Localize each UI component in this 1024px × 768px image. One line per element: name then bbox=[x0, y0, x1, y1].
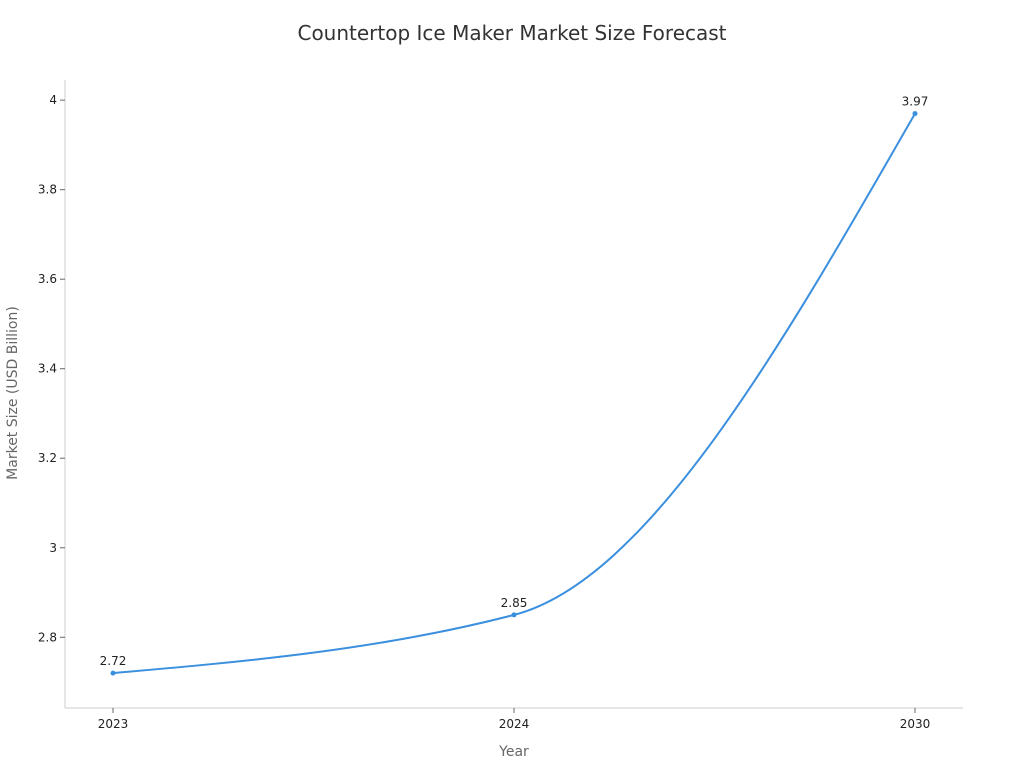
x-tick-label: 2030 bbox=[900, 717, 931, 731]
data-label: 2.85 bbox=[501, 596, 528, 610]
data-point bbox=[912, 111, 918, 117]
data-label: 3.97 bbox=[902, 95, 929, 109]
series-group bbox=[110, 111, 918, 676]
chart-title: Countertop Ice Maker Market Size Forecas… bbox=[297, 21, 726, 45]
y-tick-label: 3 bbox=[49, 541, 57, 555]
y-tick-label: 3.2 bbox=[38, 451, 57, 465]
x-axis-ticks: 2023 2024 2030 bbox=[98, 708, 931, 731]
x-tick-label: 2023 bbox=[98, 717, 129, 731]
y-tick-label: 3.4 bbox=[38, 362, 57, 376]
y-tick-label: 3.8 bbox=[38, 183, 57, 197]
data-point bbox=[110, 670, 116, 676]
data-label: 2.72 bbox=[100, 654, 127, 668]
x-tick-label: 2024 bbox=[499, 717, 530, 731]
data-labels: 2.72 2.85 3.97 bbox=[100, 95, 929, 669]
y-tick-label: 4 bbox=[49, 93, 57, 107]
y-axis-ticks: 2.8 3 3.2 3.4 3.6 3.8 4 bbox=[38, 93, 65, 644]
y-tick-label: 3.6 bbox=[38, 272, 57, 286]
data-point bbox=[511, 612, 517, 618]
y-tick-label: 2.8 bbox=[38, 630, 57, 644]
x-axis-title: Year bbox=[498, 744, 529, 760]
series-line bbox=[112, 113, 916, 675]
y-axis-title: Market Size (USD Billion) bbox=[5, 306, 21, 480]
